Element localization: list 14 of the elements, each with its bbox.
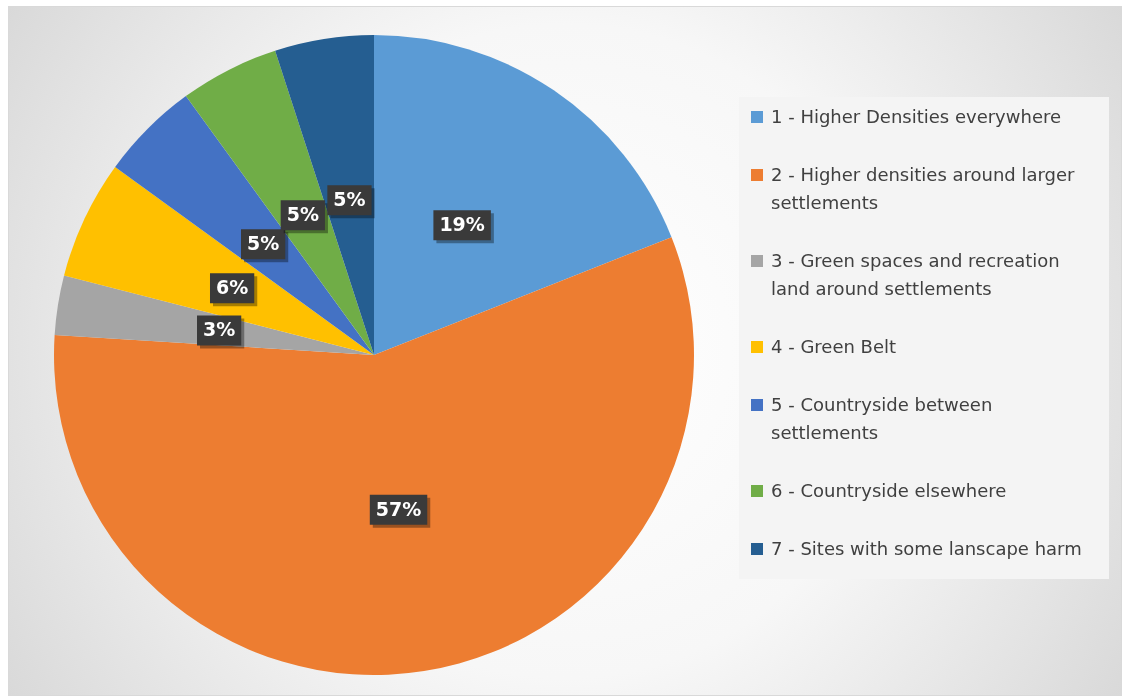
legend-label: 5 - Countryside between settlements (771, 393, 994, 445)
legend-label: 4 - Green Belt (771, 335, 897, 359)
legend-label: 6 - Countryside elsewhere (771, 479, 1007, 503)
data-label: 5% (286, 203, 319, 226)
legend-label: 7 - Sites with some lanscape harm (771, 537, 1082, 561)
data-label: 5% (246, 232, 280, 255)
data-label: 5% (333, 188, 366, 211)
legend-label: 1 - Higher Densities everywhere (771, 105, 1062, 129)
legend-label: 3 - Green spaces and recreation land around settlements (771, 249, 1061, 301)
data-label: 19% (439, 213, 485, 236)
data-label: 3% (203, 318, 236, 341)
data-label: 6% (215, 276, 249, 299)
legend-label: 2 - Higher densities around larger settlements (771, 163, 1076, 215)
data-label: 57% (375, 497, 422, 520)
